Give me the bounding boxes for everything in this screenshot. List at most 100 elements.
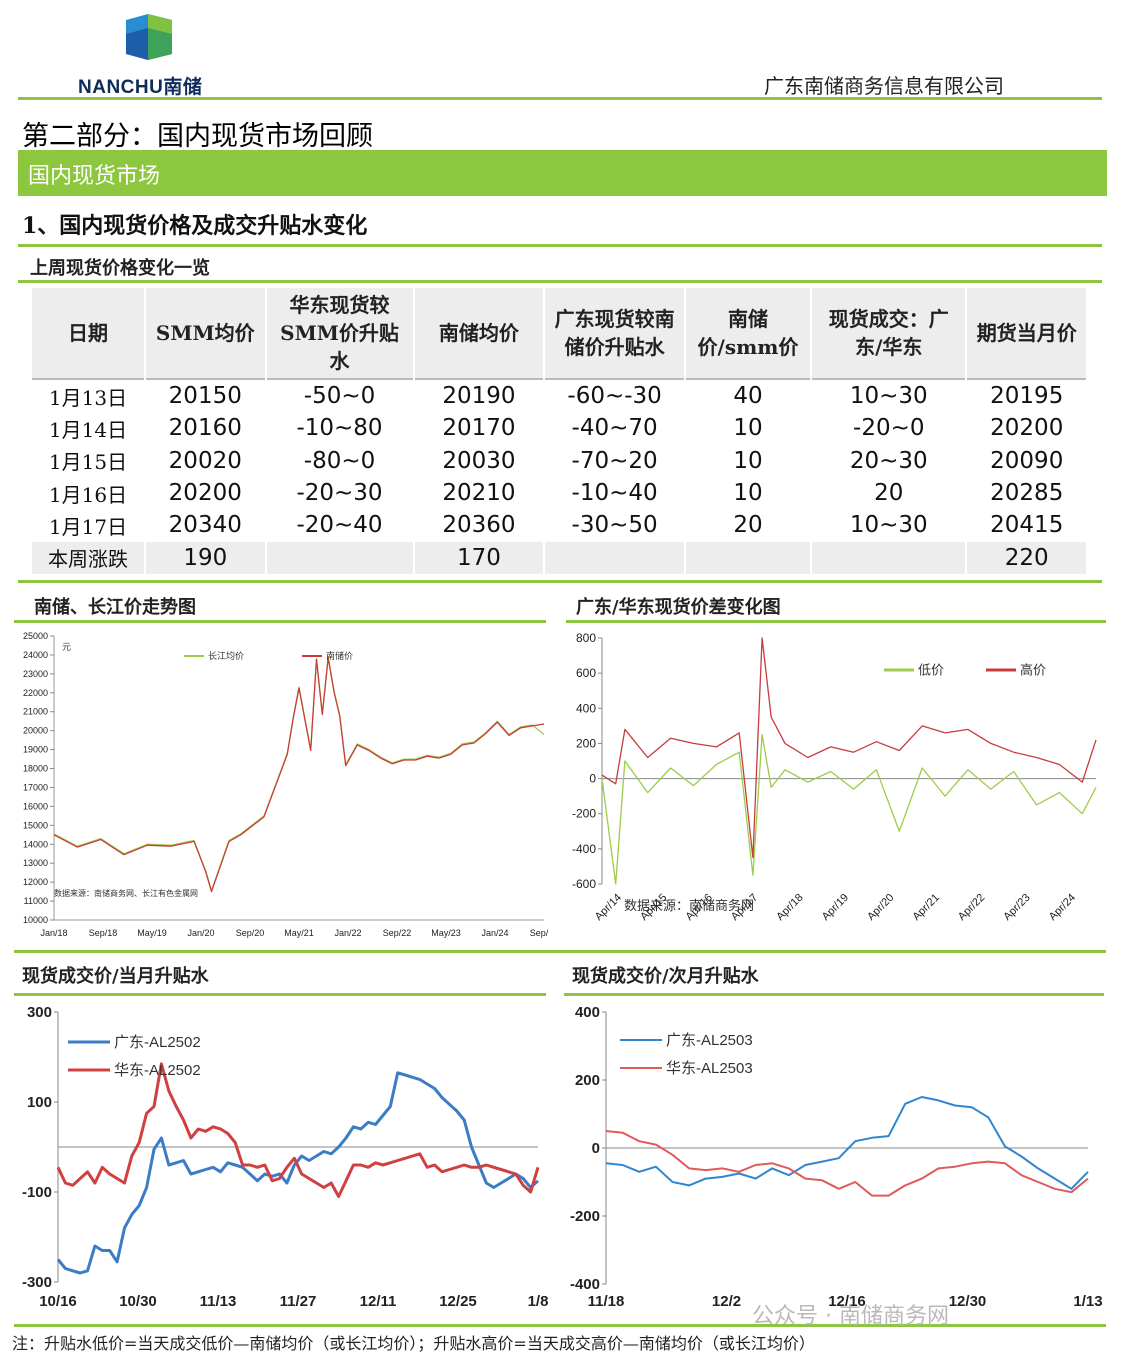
chart1-caption: 南储、长江价走势图	[34, 597, 196, 618]
y-tick-label: -300	[22, 1274, 52, 1291]
cell-date: 1月13日	[32, 377, 147, 413]
header-east-spread: 华东现货较SMM价升贴水	[265, 288, 415, 379]
y-tick-label: 13000	[23, 858, 48, 868]
unit-label: 元	[62, 642, 71, 652]
header-deal: 现货成交：广东/华东	[811, 288, 968, 379]
cell-smm: 20160	[145, 412, 267, 445]
legend-label-1: 广东-AL2502	[114, 1034, 201, 1051]
cell-nanchu: 20210	[413, 476, 546, 510]
table-row: 1月14日 20160 -10~80 20170 -40~70 10 -20~0 20200	[32, 412, 1088, 445]
cell-date: 1月17日	[32, 509, 147, 542]
cell-ratio: 10	[684, 444, 813, 477]
cell-ratio: 20	[684, 509, 813, 542]
cell-nanchu: 20170	[413, 412, 546, 445]
company-name: 广东南储商务信息有限公司	[764, 74, 1004, 98]
y-tick-label: -600	[572, 877, 596, 891]
x-tick-label: Apr/14	[593, 892, 624, 923]
y-tick-label: 24000	[23, 650, 48, 660]
y-tick-label: -100	[22, 1184, 52, 1201]
x-tick-label: Apr/18	[774, 892, 805, 923]
total-deal	[811, 541, 968, 574]
chart4-divider	[564, 993, 1104, 996]
cell-date: 1月15日	[32, 444, 147, 477]
legend-label-1: 长江均价	[208, 650, 244, 661]
x-tick-label: 10/30	[119, 1293, 157, 1310]
total-futures: 220	[966, 541, 1088, 574]
table-total-row: 本周涨跌 190 170 220	[32, 541, 1088, 574]
table-row: 1月17日 20340 -20~40 20360 -30~50 20 10~30 20415	[32, 509, 1088, 542]
cell-east-spread: -10~80	[265, 412, 415, 445]
x-tick-label: Sep/24	[530, 928, 548, 938]
y-tick-label: 20000	[23, 726, 48, 736]
x-tick-label: 12/11	[360, 1293, 397, 1310]
cell-ratio: 40	[684, 377, 813, 413]
series-line-1	[601, 733, 1097, 885]
price-trend-chart: 10000 11000 12000 13000 14000 15000 16000 17000…	[23, 631, 548, 938]
y-tick-label: 300	[27, 1004, 52, 1021]
cell-gd-spread: -10~40	[544, 476, 686, 510]
price-table: 日期 SMM均价 华东现货较SMM价升贴水 南储均价 广东现货较南储价升贴水 南…	[32, 288, 1088, 574]
x-tick-label: Apr/23	[1001, 892, 1032, 923]
table-row: 1月13日 20150 -50~0 20190 -60~-30 40 10~30 20195	[32, 377, 1088, 413]
x-tick-label: 11/27	[280, 1293, 317, 1310]
y-tick-label: 400	[575, 1004, 600, 1021]
cell-gd-spread: -30~50	[544, 509, 686, 542]
total-ratio	[684, 541, 813, 574]
cell-futures: 20415	[966, 509, 1088, 542]
nanchu-logo-icon	[126, 14, 172, 60]
y-tick-label: 15000	[23, 820, 48, 830]
cell-smm: 20020	[145, 444, 267, 477]
section-title: 国内现货市场	[28, 164, 161, 189]
cell-nanchu: 20360	[413, 509, 546, 542]
cell-futures: 20195	[966, 377, 1088, 413]
footer-divider	[14, 1324, 1106, 1327]
chart3-caption: 现货成交价/当月升贴水	[22, 966, 209, 987]
y-tick-label: 600	[576, 666, 596, 680]
cell-deal: -20~0	[811, 412, 968, 445]
x-tick-label: Jan/18	[40, 928, 67, 938]
y-tick-label: 16000	[23, 801, 48, 811]
cell-deal: 20~30	[811, 444, 968, 477]
y-tick-label: 400	[576, 701, 596, 715]
y-tick-label: 100	[27, 1094, 52, 1111]
series-line-2	[605, 1130, 1089, 1197]
legend-label-2: 高价	[1020, 662, 1046, 677]
x-tick-label: Sep/22	[383, 928, 412, 938]
x-tick-label: 12/25	[439, 1293, 477, 1310]
current-month-spread-chart: -300 -100 100 300 10/16 10/30 11/13 11/27 12/11 1…	[22, 1004, 549, 1310]
legend-label-2: 南储价	[326, 650, 353, 661]
series-line-2	[56, 1062, 540, 1198]
chart1-divider	[14, 620, 546, 623]
cell-gd-spread: -70~20	[544, 444, 686, 477]
cell-gd-spread: -60~-30	[544, 377, 686, 413]
x-tick-label: 12/2	[712, 1293, 741, 1310]
y-tick-label: -400	[570, 1276, 600, 1293]
x-tick-label: Sep/18	[89, 928, 118, 938]
cell-east-spread: -20~30	[265, 476, 415, 510]
series-line-1	[605, 1096, 1089, 1190]
x-tick-label: Sep/20	[236, 928, 265, 938]
y-tick-label: 19000	[23, 745, 48, 755]
cell-smm: 20340	[145, 509, 267, 542]
cell-futures: 20285	[966, 476, 1088, 510]
mid-divider	[14, 950, 1106, 953]
total-nanchu: 170	[413, 541, 546, 574]
table-header-row: 日期 SMM均价 华东现货较SMM价升贴水 南储均价 广东现货较南储价升贴水 南…	[32, 288, 1088, 379]
source-label: 数据来源：南储商务网	[624, 898, 754, 913]
table-row: 1月15日 20020 -80~0 20030 -70~20 10 20~30 20090	[32, 444, 1088, 477]
x-tick-label: 12/30	[949, 1293, 987, 1310]
cell-east-spread: -80~0	[265, 444, 415, 477]
y-tick-label: 21000	[23, 707, 48, 717]
legend-label-2: 华东-AL2503	[666, 1060, 753, 1077]
x-tick-label: May/19	[137, 928, 167, 938]
y-tick-label: 22000	[23, 688, 48, 698]
header-gd-spread: 广东现货较南储价升贴水	[544, 288, 686, 379]
series-line-2	[53, 657, 545, 893]
cell-nanchu: 20190	[413, 377, 546, 413]
header-smm: SMM均价	[145, 288, 267, 379]
part-title: 第二部分：国内现货市场回顾	[22, 121, 373, 152]
cell-ratio: 10	[684, 476, 813, 510]
cell-gd-spread: -40~70	[544, 412, 686, 445]
x-tick-label: 1/8	[528, 1293, 549, 1310]
